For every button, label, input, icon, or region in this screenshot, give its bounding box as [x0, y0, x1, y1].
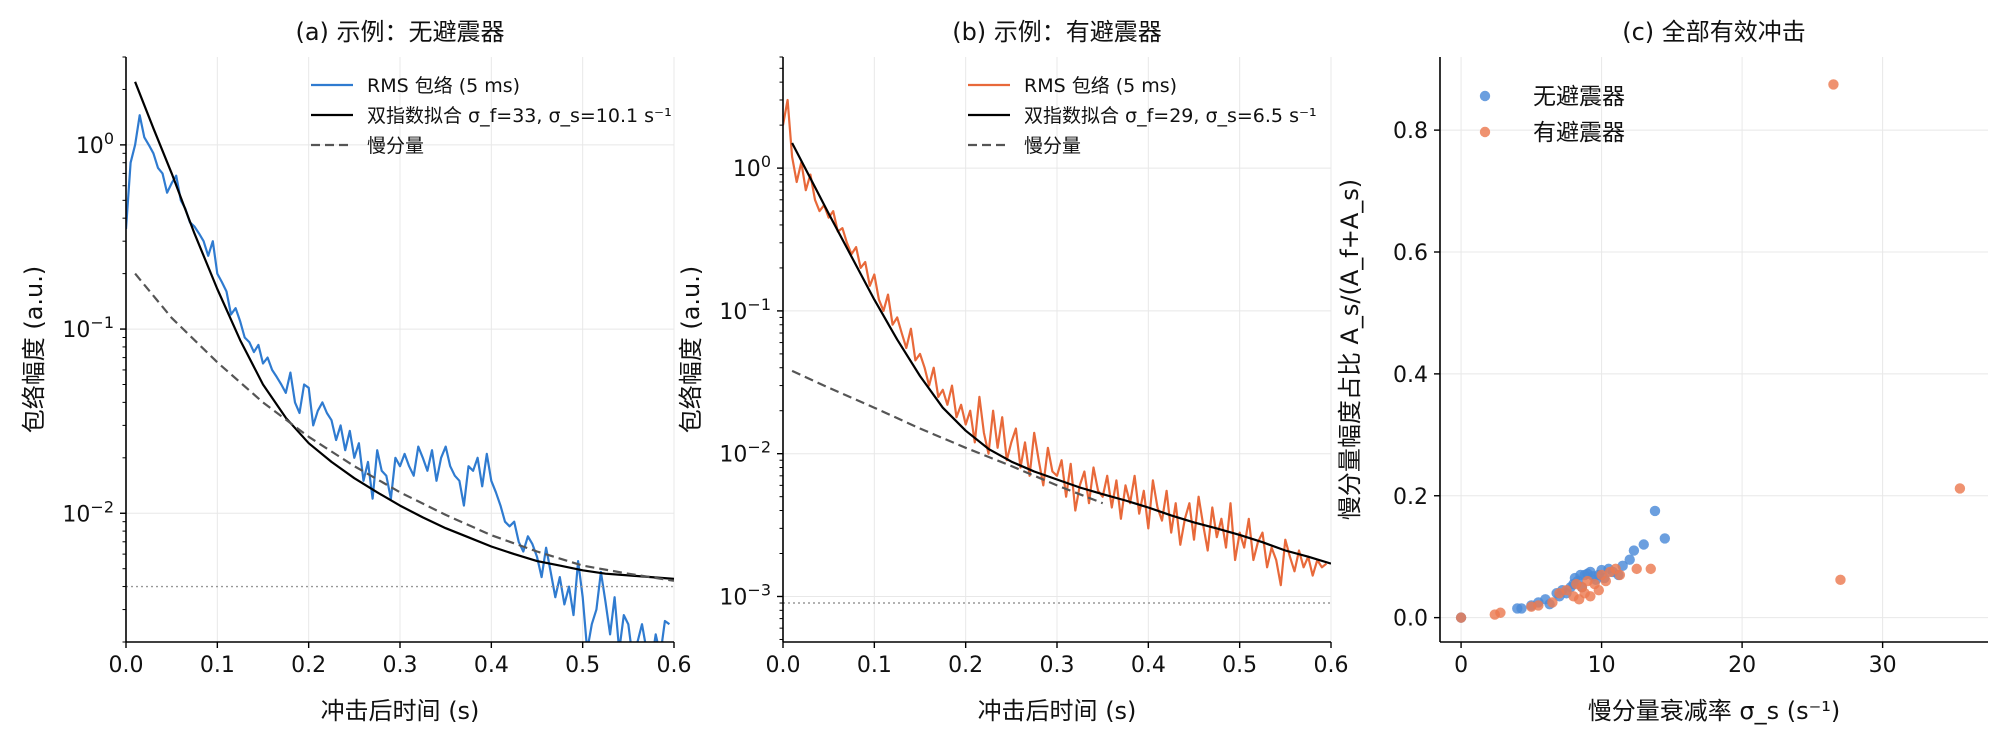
data-point [1455, 612, 1467, 623]
y-axis-label: 包络幅度 (a.u.) [677, 266, 705, 434]
legend-marker [1479, 126, 1491, 138]
data-point [1649, 505, 1661, 517]
slow-component-line [791, 369, 1104, 505]
panel-title: (b) 示例：有避震器 [952, 18, 1162, 46]
x-axis-label: 慢分量衰减率 σ_s (s⁻¹) [1588, 697, 1841, 725]
legend-label: 双指数拟合 σ_f=29, σ_s=6.5 s⁻¹ [1024, 105, 1317, 127]
x-tick-label: 0.3 [383, 653, 418, 678]
x-axis-label: 冲击后时间 (s) [978, 697, 1137, 725]
panel-b: 0.0 0.1 0.2 0.3 0.4 0.5 0.6 100 10−1 10−2 10−3 (b) … [677, 18, 1349, 725]
x-axis-label: 冲击后时间 (s) [321, 697, 480, 725]
y-tick-label: 10−2 [719, 438, 771, 468]
y-tick-label: 0.2 [1393, 485, 1428, 510]
plot-area [126, 81, 674, 642]
data-point [1614, 569, 1626, 581]
panel-a: 0.0 0.1 0.2 0.3 0.4 0.5 0.6 100 10−1 10−2 (a) 示例：无… [20, 18, 692, 725]
y-tick-label: 10−1 [719, 295, 771, 325]
data-point [1954, 483, 1966, 494]
data-point [1585, 591, 1596, 602]
envelope-line [783, 98, 1328, 587]
data-point [1533, 600, 1544, 611]
legend-marker [1479, 90, 1491, 102]
x-tick-label: 0.4 [474, 653, 509, 678]
x-tick-label: 0.1 [200, 653, 235, 678]
y-axis-label: 慢分量幅度占比 A_s/(A_f+A_s) [1336, 179, 1364, 520]
fit-line [134, 81, 674, 580]
y-axis-label: 包络幅度 (a.u.) [20, 266, 48, 434]
y-tick-label: 10−3 [719, 580, 771, 610]
plot-area [783, 98, 1331, 604]
legend-label: 有避震器 [1533, 120, 1625, 146]
legend: RMS 包络 (5 ms) 双指数拟合 σ_f=29, σ_s=6.5 s⁻¹ 慢分… [968, 75, 1317, 157]
x-tick-label: 0.2 [948, 653, 983, 678]
grid [1440, 57, 1988, 642]
plot-area [1455, 79, 1966, 623]
fit-line [791, 142, 1331, 565]
legend-label: 慢分量 [367, 135, 424, 157]
x-tick-label: 0 [1454, 653, 1468, 678]
x-tick-label: 0.5 [1222, 653, 1257, 678]
x-tick-label: 20 [1728, 653, 1756, 678]
y-tick-label: 10−1 [62, 313, 114, 343]
y-tick-label: 0.4 [1393, 363, 1428, 388]
data-point [1600, 575, 1612, 587]
legend-label: 双指数拟合 σ_f=33, σ_s=10.1 s⁻¹ [367, 105, 672, 127]
panel-title: (c) 全部有效冲击 [1622, 18, 1806, 46]
data-point [1561, 585, 1572, 596]
x-tick-label: 10 [1588, 653, 1616, 678]
y-tick-label: 0.8 [1393, 119, 1428, 144]
x-tick-label: 0.4 [1131, 653, 1166, 678]
x-tick-label: 0.0 [766, 653, 801, 678]
legend-label: 慢分量 [1024, 135, 1081, 157]
y-tick-label: 10−2 [62, 497, 114, 527]
grid [125, 57, 675, 642]
data-point [1495, 607, 1506, 618]
data-point [1593, 585, 1604, 596]
x-tick-label: 30 [1869, 653, 1897, 678]
data-point [1631, 563, 1642, 575]
y-tick-label: 100 [733, 152, 771, 182]
data-point [1659, 533, 1671, 544]
legend-label: RMS 包络 (5 ms) [1024, 75, 1177, 97]
slow-component-line [134, 272, 674, 582]
y-tick-label: 100 [76, 129, 114, 159]
data-point [1624, 554, 1635, 565]
data-point [1828, 79, 1839, 90]
y-tick-label: 0.6 [1393, 241, 1428, 266]
x-tick-label: 0.0 [109, 653, 144, 678]
x-tick-label: 0.3 [1040, 653, 1075, 678]
data-point [1547, 597, 1558, 608]
data-point [1835, 574, 1846, 586]
legend-label: 无避震器 [1533, 84, 1625, 110]
envelope-line [126, 114, 671, 642]
panel-title: (a) 示例：无避震器 [295, 18, 504, 46]
x-tick-label: 0.1 [857, 653, 892, 678]
legend: RMS 包络 (5 ms) 双指数拟合 σ_f=33, σ_s=10.1 s⁻¹ 慢… [311, 75, 672, 157]
x-tick-label: 0.2 [291, 653, 326, 678]
x-tick-label: 0.5 [565, 653, 600, 678]
x-tick-label: 0.6 [1314, 653, 1349, 678]
data-point [1516, 603, 1527, 614]
data-point [1638, 539, 1649, 550]
legend-label: RMS 包络 (5 ms) [367, 75, 520, 97]
x-tick-label: 0.6 [657, 653, 692, 678]
data-point [1628, 545, 1640, 556]
y-tick-label: 0.0 [1393, 607, 1428, 632]
data-point [1645, 563, 1656, 575]
